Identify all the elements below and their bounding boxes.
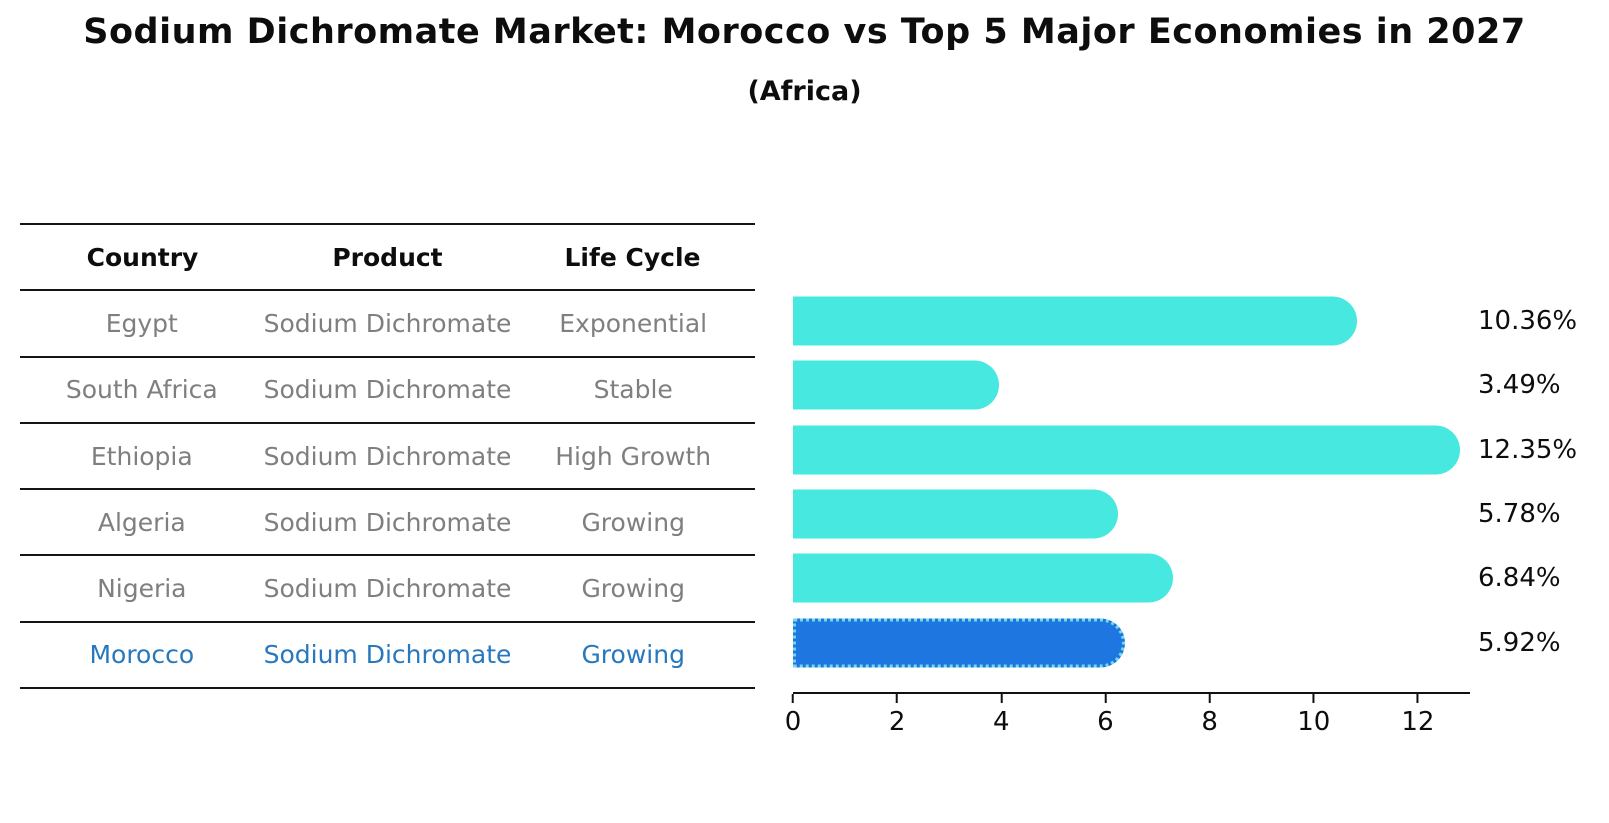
tick-mark: [896, 694, 899, 703]
cell-country: South Africa: [65, 375, 218, 405]
tick-label: 8: [1201, 707, 1218, 737]
column-header-product: Product: [332, 242, 443, 272]
column-header-lifecycle: Life Cycle: [564, 242, 701, 272]
x-axis-tick-4: 4: [993, 694, 1010, 737]
tick-mark: [791, 694, 794, 703]
bar-row-egypt: 10.36%: [793, 289, 1577, 353]
bar-row-algeria: 5.78%: [793, 482, 1561, 546]
tick-label: 10: [1297, 707, 1331, 737]
value-label-ethiopia: 12.35%: [1478, 434, 1578, 465]
tick-label: 12: [1401, 707, 1435, 737]
cell-country: Ethiopia: [90, 441, 193, 471]
cell-lifecycle: Exponential: [559, 308, 708, 338]
bar-ethiopia: [793, 425, 1461, 475]
tick-mark: [1312, 694, 1315, 703]
x-axis-tick-12: 12: [1401, 694, 1434, 737]
bar-row-morocco: 5.92%: [793, 610, 1561, 674]
x-axis-tick-2: 2: [888, 694, 906, 737]
cell-country: Morocco: [89, 640, 195, 670]
cell-product: Sodium Dichromate: [263, 308, 512, 338]
bar-morocco-highlighted: [793, 618, 1126, 668]
x-axis-tick-10: 10: [1297, 694, 1330, 737]
bar-row-south-africa: 3.49%: [793, 353, 1561, 417]
cell-product: Sodium Dichromate: [263, 375, 512, 405]
country-table: Country Product Life Cycle Egypt Sodium …: [20, 223, 755, 690]
bar-row-nigeria: 6.84%: [793, 546, 1561, 610]
cell-product: Sodium Dichromate: [263, 574, 512, 604]
cell-country: Nigeria: [97, 574, 187, 604]
bar-nigeria: [793, 553, 1174, 603]
bar-algeria: [793, 489, 1118, 539]
cell-country: Egypt: [105, 308, 178, 338]
chart-subtitle: (Africa): [747, 76, 862, 107]
tick-mark: [1104, 694, 1107, 703]
value-label-south-africa: 3.49%: [1478, 370, 1561, 401]
chart-title: Sodium Dichromate Market: Morocco vs Top…: [83, 12, 1526, 52]
tick-label: 0: [784, 707, 802, 737]
x-axis-tick-6: 6: [1097, 694, 1114, 737]
value-label-egypt: 10.36%: [1478, 306, 1578, 337]
bar-chart: 10.36% 3.49% 12.35% 5.78% 6.84% 5.92% 0: [785, 289, 1577, 737]
tick-label: 4: [993, 707, 1010, 737]
column-header-country: Country: [86, 242, 199, 272]
cell-product: Sodium Dichromate: [263, 441, 512, 471]
table-row-ethiopia: Ethiopia Sodium Dichromate High Growth: [20, 424, 755, 491]
cell-lifecycle: Growing: [581, 640, 685, 670]
table-row-morocco-highlighted: Morocco Sodium Dichromate Growing: [20, 623, 755, 690]
table-row-nigeria: Nigeria Sodium Dichromate Growing: [20, 556, 755, 623]
cell-country: Algeria: [97, 507, 186, 537]
table-row-egypt: Egypt Sodium Dichromate Exponential: [20, 291, 755, 358]
x-axis-tick-0: 0: [784, 694, 802, 737]
tick-mark: [1416, 694, 1419, 703]
table-header-row: Country Product Life Cycle: [20, 223, 755, 292]
tick-label: 2: [888, 707, 906, 737]
table-row-algeria: Algeria Sodium Dichromate Growing: [20, 490, 755, 557]
cell-product: Sodium Dichromate: [263, 507, 512, 537]
cell-product: Sodium Dichromate: [263, 640, 512, 670]
value-label-morocco: 5.92%: [1478, 627, 1561, 658]
cell-lifecycle: High Growth: [555, 441, 712, 471]
bar-south-africa: [793, 360, 999, 410]
tick-mark: [1208, 694, 1211, 703]
tick-label: 6: [1097, 707, 1114, 737]
x-axis-tick-8: 8: [1201, 694, 1218, 737]
tick-mark: [1000, 694, 1003, 703]
bar-egypt: [793, 296, 1357, 346]
cell-lifecycle: Growing: [581, 574, 685, 604]
x-axis-line: [793, 692, 1470, 694]
value-label-nigeria: 6.84%: [1478, 563, 1561, 594]
cell-lifecycle: Stable: [593, 375, 673, 405]
cell-lifecycle: Growing: [581, 507, 685, 537]
table-row-south-africa: South Africa Sodium Dichromate Stable: [20, 358, 755, 424]
bar-row-ethiopia: 12.35%: [793, 418, 1577, 482]
value-label-algeria: 5.78%: [1478, 499, 1561, 530]
